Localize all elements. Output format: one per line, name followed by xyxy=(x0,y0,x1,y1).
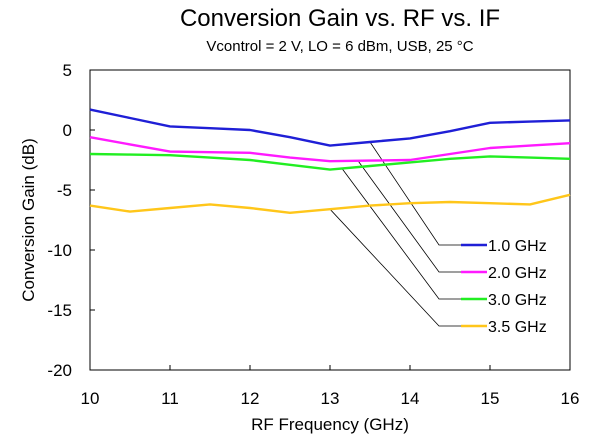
y-tick-label: 0 xyxy=(63,121,72,140)
legend-entry-label: 3.0 GHz xyxy=(488,292,547,309)
x-tick-label: 12 xyxy=(241,389,260,408)
legend-entry-label: 2.0 GHz xyxy=(488,265,547,282)
legend-leader-line xyxy=(357,160,461,273)
series-lines xyxy=(89,108,571,215)
chart-subtitle: Vcontrol = 2 V, LO = 6 dBm, USB, 25 °C xyxy=(206,38,473,55)
x-tick-label: 15 xyxy=(481,389,500,408)
chart-title: Conversion Gain vs. RF vs. IF xyxy=(180,5,500,32)
series-line-1.0-ghz xyxy=(89,108,571,147)
x-axis-label: RF Frequency (GHz) xyxy=(251,415,409,434)
legend-leader-line xyxy=(369,141,461,246)
legend-leader-line xyxy=(341,168,461,300)
y-tick-label: -10 xyxy=(47,241,72,260)
y-tick-label: -20 xyxy=(47,361,72,380)
y-tick-label: 5 xyxy=(63,61,72,80)
y-axis-label: Conversion Gain (dB) xyxy=(19,138,38,301)
x-tick-label: 16 xyxy=(561,389,580,408)
legend-entry-label: 1.0 GHz xyxy=(488,238,547,255)
x-tick-label: 14 xyxy=(401,389,420,408)
x-axis-ticks: 10 11 12 13 14 15 16 xyxy=(81,365,580,408)
x-tick-label: 10 xyxy=(81,389,100,408)
y-tick-label: -5 xyxy=(57,181,72,200)
legend-entry-label: 3.5 GHz xyxy=(488,319,547,336)
series-line-2.0-ghz xyxy=(89,136,571,163)
x-tick-label: 13 xyxy=(321,389,340,408)
legend: 1.0 GHz 2.0 GHz 3.0 GHz 3.5 GHz xyxy=(461,238,547,336)
series-line-3.5-ghz xyxy=(89,193,571,215)
legend-leader-line xyxy=(329,208,461,327)
y-axis-ticks: 5 0 -5 -10 -15 -20 xyxy=(47,61,95,380)
y-tick-label: -15 xyxy=(47,301,72,320)
x-tick-label: 11 xyxy=(161,389,179,408)
legend-leader-lines xyxy=(329,141,461,327)
series-line-3.0-ghz xyxy=(89,152,571,171)
